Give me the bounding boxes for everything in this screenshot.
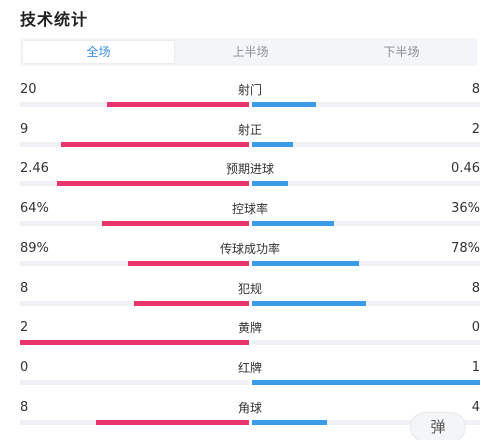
away-value: 78%	[451, 241, 480, 256]
tab-second-half[interactable]: 下半场	[383, 45, 420, 59]
home-value: 2.46	[20, 161, 49, 176]
home-value: 2	[20, 320, 29, 335]
away-value: 1	[471, 360, 480, 375]
stat-row: 2.46 预期进球 0.46	[20, 161, 480, 193]
away-value: 2	[471, 122, 480, 137]
stat-row: 8 角球 4	[20, 400, 480, 432]
stat-name: 传球成功率	[219, 242, 280, 256]
stat-name: 射正	[237, 123, 262, 137]
away-value: 36%	[451, 201, 480, 216]
away-bar-track	[252, 181, 480, 186]
home-bar-track	[20, 221, 249, 226]
stat-row: 20 射门 8	[20, 82, 480, 114]
home-bar-track	[20, 142, 249, 147]
away-bar	[252, 380, 480, 385]
stat-row: 8 犯规 8	[20, 281, 480, 313]
danmaku-button[interactable]: 弹	[410, 412, 466, 440]
home-bar	[102, 221, 249, 226]
stat-row: 0 红牌 1	[20, 360, 480, 392]
stat-name: 角球	[237, 401, 262, 415]
away-bar-track	[252, 301, 480, 306]
home-bar	[96, 420, 249, 425]
away-bar	[252, 221, 334, 226]
stat-row: 64% 控球率 36%	[20, 201, 480, 233]
home-value: 8	[20, 400, 29, 415]
home-value: 9	[20, 122, 29, 137]
home-value: 8	[20, 281, 29, 296]
home-bar-track	[20, 181, 249, 186]
stat-row: 9 射正 2	[20, 122, 480, 154]
away-bar-track	[252, 102, 480, 107]
home-bar	[128, 261, 249, 266]
away-bar	[252, 142, 293, 147]
home-bar-track	[20, 102, 249, 107]
stat-name: 预期进球	[225, 162, 274, 176]
home-bar-track	[20, 261, 249, 266]
away-value: 4	[471, 400, 480, 415]
page-title: 技术统计	[20, 10, 89, 29]
stat-name: 黄牌	[237, 321, 262, 335]
home-bar	[57, 181, 249, 186]
tab-first-half[interactable]: 上半场	[232, 45, 269, 59]
home-bar-track	[20, 420, 249, 425]
stat-name: 射门	[237, 83, 262, 97]
away-bar-track	[252, 261, 480, 266]
home-bar	[134, 301, 249, 306]
home-bar-track	[20, 340, 249, 345]
stat-row: 89% 传球成功率 78%	[20, 241, 480, 273]
away-value: 8	[471, 281, 480, 296]
away-value: 0.46	[451, 161, 480, 176]
home-bar	[20, 340, 249, 345]
away-bar-track	[252, 380, 480, 385]
away-bar	[252, 181, 288, 186]
home-value: 89%	[20, 241, 49, 256]
stat-name: 犯规	[237, 282, 262, 296]
home-bar	[107, 102, 249, 107]
away-bar	[252, 102, 316, 107]
stat-row: 2 黄牌 0	[20, 320, 480, 352]
away-bar	[252, 420, 327, 425]
away-bar-track	[252, 420, 480, 425]
home-bar-track	[20, 301, 249, 306]
away-value: 0	[471, 320, 480, 335]
home-bar-track	[20, 380, 249, 385]
away-value: 8	[471, 82, 480, 97]
away-bar-track	[252, 142, 480, 147]
tab-full-match[interactable]: 全场	[22, 40, 175, 64]
away-bar-track	[252, 221, 480, 226]
home-value: 0	[20, 360, 29, 375]
home-value: 64%	[20, 201, 49, 216]
stat-name: 红牌	[237, 361, 262, 375]
period-tabs: 全场 上半场 下半场	[20, 38, 477, 66]
home-bar	[61, 142, 249, 147]
stat-name: 控球率	[231, 202, 268, 216]
away-bar	[252, 261, 359, 266]
home-value: 20	[20, 82, 37, 97]
away-bar	[252, 301, 366, 306]
away-bar-track	[252, 340, 480, 345]
